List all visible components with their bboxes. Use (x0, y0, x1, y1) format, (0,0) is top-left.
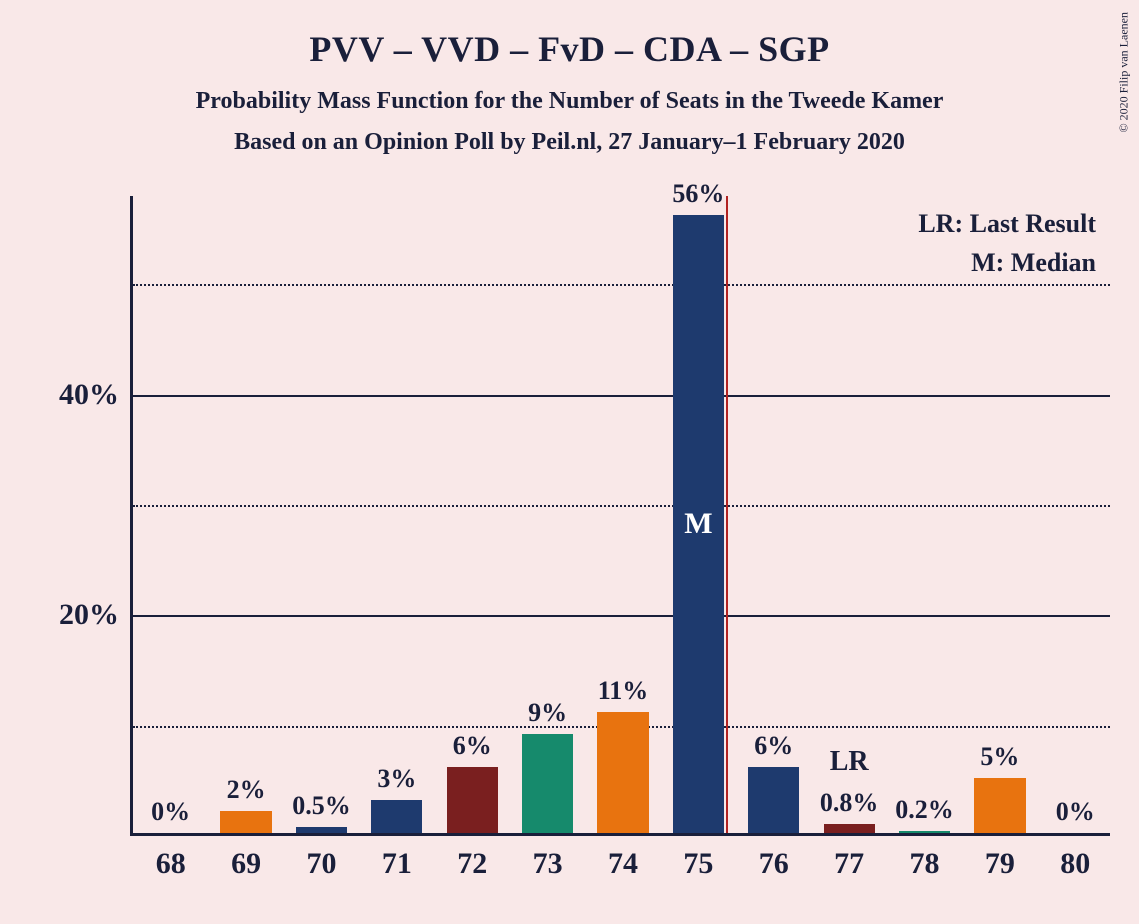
chart-bar: 6% (447, 767, 498, 833)
chart-bar: 9% (522, 734, 573, 833)
median-marker: M (684, 507, 712, 541)
x-axis-label: 74 (608, 847, 638, 881)
bar-value-label: 0.2% (895, 795, 954, 825)
bar-value-label: 0.5% (292, 791, 351, 821)
x-axis-label: 73 (533, 847, 563, 881)
legend-lr: LR: Last Result (918, 204, 1096, 243)
gridline (133, 615, 1110, 617)
chart-legend: LR: Last Result M: Median (918, 204, 1096, 282)
x-axis-label: 75 (683, 847, 713, 881)
gridline-minor (133, 284, 1110, 286)
chart-title: PVV – VVD – FvD – CDA – SGP (0, 0, 1139, 70)
bar-value-label: 11% (598, 676, 649, 706)
x-axis-label: 78 (910, 847, 940, 881)
x-axis-label: 80 (1060, 847, 1090, 881)
bar-value-label: 6% (453, 731, 492, 761)
chart-bar: 0.2% (899, 831, 950, 833)
bar-value-label: 0.8% (820, 788, 879, 818)
legend-median: M: Median (918, 243, 1096, 282)
chart-bar: 5% (974, 778, 1025, 833)
last-result-marker: LR (830, 746, 869, 778)
bar-value-label: 2% (227, 775, 266, 805)
x-axis-label: 69 (231, 847, 261, 881)
gridline-minor (133, 505, 1110, 507)
bar-value-label: 0% (151, 797, 190, 827)
bar-value-label: 0% (1056, 797, 1095, 827)
x-axis-label: 76 (759, 847, 789, 881)
x-axis-label: 77 (834, 847, 864, 881)
chart-bar: 3% (371, 800, 422, 833)
bar-value-label: 56% (672, 179, 724, 209)
bar-value-label: 5% (980, 742, 1019, 772)
bar-value-label: 9% (528, 698, 567, 728)
chart-bar: 0.5% (296, 827, 347, 833)
x-axis-label: 79 (985, 847, 1015, 881)
chart-bar: 56%M (673, 215, 724, 833)
y-axis-label: 20% (59, 598, 119, 632)
y-axis-label: 40% (59, 378, 119, 412)
bar-value-label: 3% (377, 764, 416, 794)
copyright-text: © 2020 Filip van Laenen (1116, 12, 1131, 132)
chart-plot-area: LR: Last Result M: Median 20%40%68697071… (130, 196, 1110, 836)
bar-value-label: 6% (754, 731, 793, 761)
x-axis-label: 72 (457, 847, 487, 881)
last-result-line (726, 196, 728, 833)
x-axis-label: 71 (382, 847, 412, 881)
x-axis-label: 70 (306, 847, 336, 881)
chart-subtitle-2: Based on an Opinion Poll by Peil.nl, 27 … (0, 129, 1139, 156)
x-axis-label: 68 (156, 847, 186, 881)
chart-bar: 2% (220, 811, 271, 833)
chart-bar: 11% (597, 712, 648, 833)
chart-bar: 0.8% (824, 824, 875, 833)
gridline (133, 395, 1110, 397)
chart-bar: 6% (748, 767, 799, 833)
chart-subtitle-1: Probability Mass Function for the Number… (0, 88, 1139, 115)
